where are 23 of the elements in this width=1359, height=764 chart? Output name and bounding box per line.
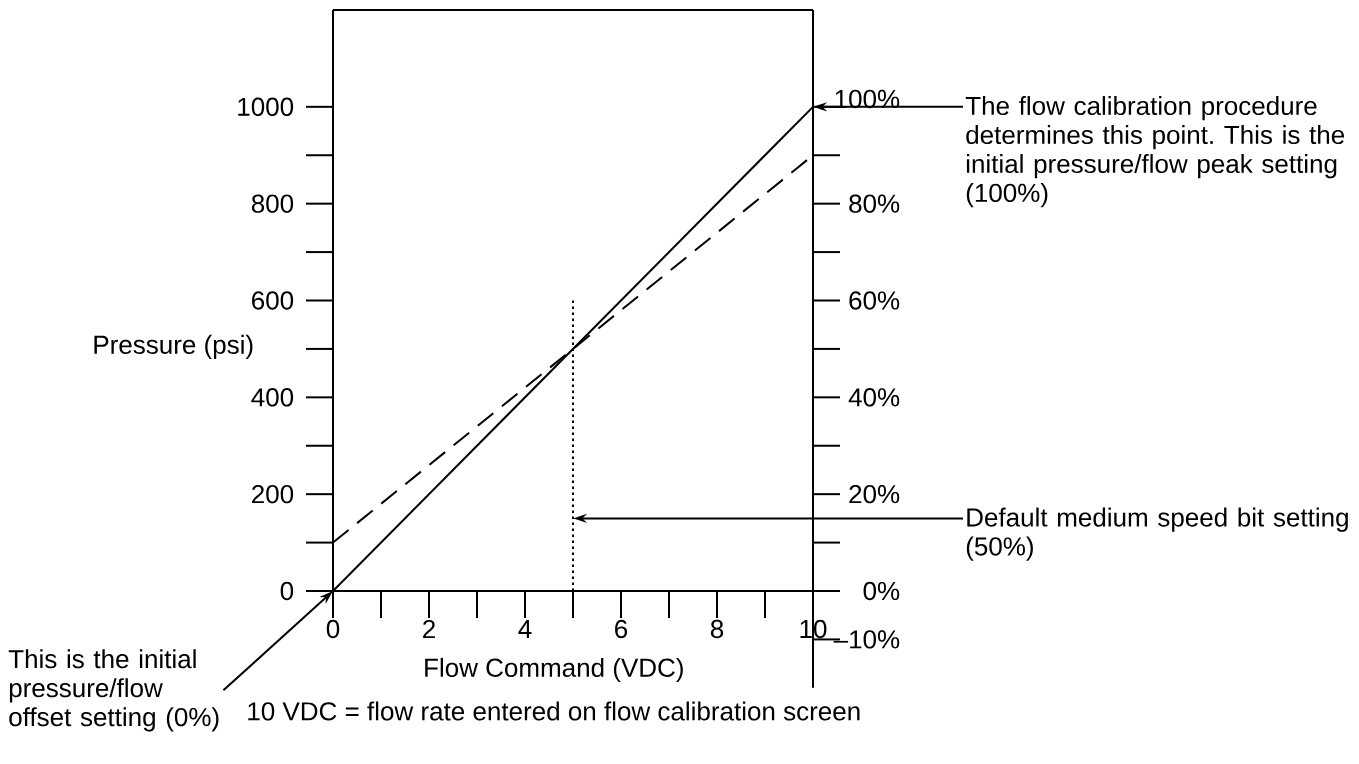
- y2-tick-label: 80%: [849, 194, 900, 213]
- text: 10 VDC = flow rate entered on flow calibration screen: [248, 701, 860, 721]
- y-tick-label: 800: [251, 194, 294, 213]
- x-axis-title: Flow Command (VDC): [425, 657, 683, 683]
- y-axis-title: Pressure (psi): [94, 334, 253, 360]
- text: This is the initial pressure/flow offset setting (0%): [8, 649, 219, 732]
- x-tick-label: 0: [326, 619, 340, 639]
- x-tick-label: 2: [423, 619, 435, 639]
- y2-tick-label: 40%: [848, 388, 900, 407]
- y-tick-label: 1000: [238, 97, 294, 117]
- y-tick-label: 400: [251, 388, 294, 407]
- x-tick-label: 8: [710, 619, 724, 639]
- y-tick-label: 600: [252, 291, 294, 310]
- annotation: Default medium speed bit setting (50%): [966, 507, 1348, 561]
- y-tick-label: 0: [280, 581, 294, 601]
- y2-tick-label: 0%: [863, 581, 900, 601]
- y2-tick-label: 60%: [849, 291, 900, 310]
- y-tick-label: 200: [252, 484, 294, 504]
- x-tick-label: 4: [518, 620, 532, 638]
- y2-tick-label: –10%: [833, 630, 900, 649]
- x-tick-label: 6: [615, 619, 628, 639]
- annotation: The flow calibration procedure determines this point. This is the initial pressure/flow peak setting (100%): [965, 96, 1345, 208]
- y2-tick-label: 20%: [849, 484, 900, 504]
